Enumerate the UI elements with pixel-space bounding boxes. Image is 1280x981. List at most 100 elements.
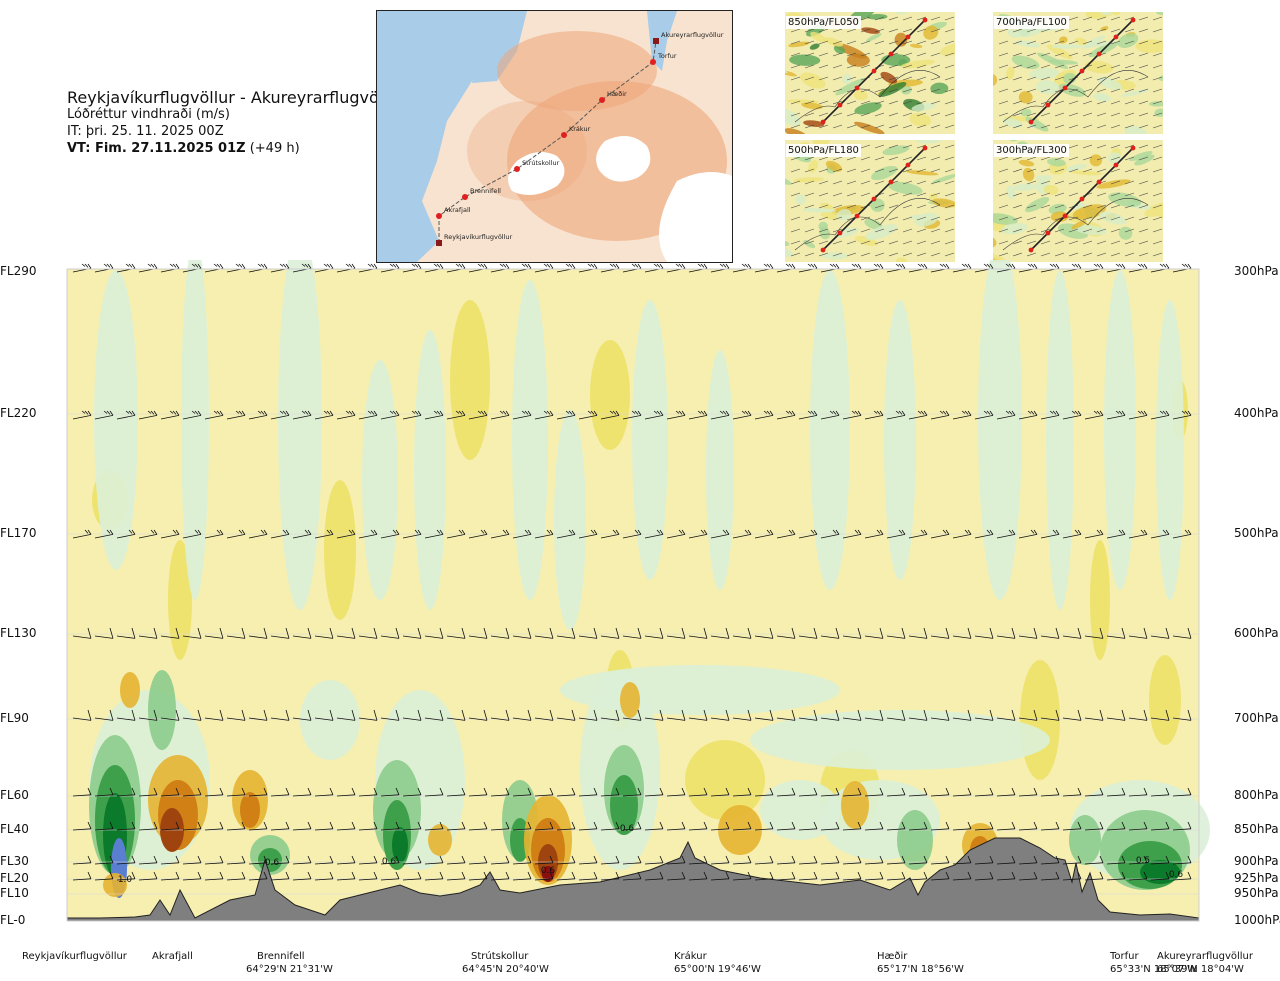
wind-barb xyxy=(842,529,862,539)
map-sea-west xyxy=(377,11,497,262)
panel-wind-barb xyxy=(944,76,955,81)
panel-wind-barb xyxy=(1152,204,1163,209)
panel-field-blob xyxy=(993,233,997,249)
wind-barb xyxy=(1172,529,1192,539)
map-waypoint-marker xyxy=(436,213,442,219)
wind-barb xyxy=(1106,787,1126,797)
panel-wind-barb xyxy=(944,228,955,233)
panel-wind-barb xyxy=(1152,112,1163,117)
wind-barb xyxy=(996,871,1016,881)
panel-wind-barb xyxy=(1096,228,1107,233)
panel-wind-barb xyxy=(818,52,829,57)
wind-barb xyxy=(600,787,620,797)
wind-barb xyxy=(556,871,576,881)
panel-field-blob xyxy=(901,86,912,95)
wind-barb xyxy=(1062,627,1082,639)
panel-wind-barb xyxy=(874,240,885,245)
panel-wind-barb xyxy=(790,252,801,257)
wind-barb xyxy=(270,871,290,881)
panel-wind-barb xyxy=(1124,144,1135,149)
panel-field-blob xyxy=(895,257,909,262)
wind-barb xyxy=(644,709,664,721)
panel-500hpa: 500hPa/FL180 xyxy=(785,140,955,262)
map-glacier-vatnajokull xyxy=(659,172,732,262)
panel-wind-barb xyxy=(846,168,857,173)
pressure-level-label: 1000hPa xyxy=(1234,913,1280,927)
wind-barb xyxy=(996,787,1016,797)
panel-wind-barb xyxy=(1040,192,1051,197)
wind-barb xyxy=(776,529,796,539)
panel-field-blob xyxy=(788,41,810,48)
panel-field-blob xyxy=(993,74,998,86)
wind-barb xyxy=(952,871,972,881)
panel-wind-barb xyxy=(832,204,843,209)
panel-wind-barb xyxy=(846,100,857,105)
panel-wind-barb xyxy=(916,156,927,161)
wind-barb xyxy=(1128,709,1148,721)
panel-wind-barb xyxy=(1152,52,1163,57)
panel-wind-barb xyxy=(790,28,801,33)
map-waypoint-label: Akrafjall xyxy=(444,206,471,214)
wind-barb xyxy=(930,410,950,420)
panel-field-blob xyxy=(1083,41,1117,48)
wind-barb xyxy=(908,871,928,881)
panel-field-blob xyxy=(1020,108,1032,117)
panel-wind-barb xyxy=(832,168,843,173)
panel-wind-barb xyxy=(818,180,829,185)
wind-barb xyxy=(402,627,422,639)
wind-barb xyxy=(160,709,180,721)
contour-value-label: 1.0 xyxy=(118,875,133,885)
wind-barb xyxy=(72,410,92,420)
panel-wind-barb xyxy=(1026,240,1037,245)
wind-barb xyxy=(336,787,356,797)
panel-wind-barb xyxy=(1152,240,1163,245)
panel-wind-barb xyxy=(1068,216,1079,221)
panel-wind-barb xyxy=(860,64,871,69)
panel-wind-barb xyxy=(846,28,857,33)
station-name-label: Hæðir xyxy=(877,951,908,962)
panel-wind-barb xyxy=(1138,52,1149,57)
panel-wind-barb xyxy=(1054,52,1065,57)
panel-wind-barb xyxy=(804,156,815,161)
panel-field-blob xyxy=(785,239,790,247)
wind-barb xyxy=(1018,855,1038,865)
wind-barb xyxy=(380,855,400,865)
panel-wind-barb xyxy=(790,216,801,221)
panel-wind-barb xyxy=(1096,16,1107,21)
downdraft-weak xyxy=(324,480,356,620)
wind-barb xyxy=(270,821,290,831)
wind-barb xyxy=(94,410,114,420)
wind-barb xyxy=(886,787,906,797)
wind-barb xyxy=(512,529,532,539)
wind-barb xyxy=(94,787,114,797)
flight-level-label: FL170 xyxy=(0,526,37,540)
panel-field-blob xyxy=(835,78,865,96)
panel-wind-barb xyxy=(1040,88,1051,93)
panel-field-blob xyxy=(1134,154,1155,166)
wind-barb xyxy=(72,787,92,797)
wind-barb xyxy=(314,709,334,721)
wind-barb xyxy=(512,821,532,831)
wind-barb xyxy=(160,529,180,539)
panel-wind-barb xyxy=(1124,64,1135,69)
panel-wind-barb xyxy=(1040,124,1051,129)
wind-barb xyxy=(116,627,136,639)
panel-wind-barb xyxy=(874,144,885,149)
panel-wind-barb xyxy=(1096,124,1107,129)
wind-barb xyxy=(424,410,444,420)
panel-waypoint-marker xyxy=(1045,102,1051,108)
panel-wind-barb xyxy=(1026,28,1037,33)
wind-barb xyxy=(512,709,532,721)
panel-wind-barb xyxy=(1040,40,1051,45)
panel-field-blob xyxy=(1110,12,1121,16)
panel-wind-barb xyxy=(944,204,955,209)
wind-barb xyxy=(72,871,92,881)
wind-barb xyxy=(688,821,708,831)
flight-level-label: FL-0 xyxy=(0,913,26,927)
wind-barb xyxy=(512,871,532,881)
panel-wind-barb xyxy=(1152,144,1163,149)
panel-waypoint-marker xyxy=(1096,51,1102,57)
panel-wind-barb xyxy=(846,52,857,57)
panel-wind-barb xyxy=(930,180,941,185)
panel-wind-barb xyxy=(1124,112,1135,117)
